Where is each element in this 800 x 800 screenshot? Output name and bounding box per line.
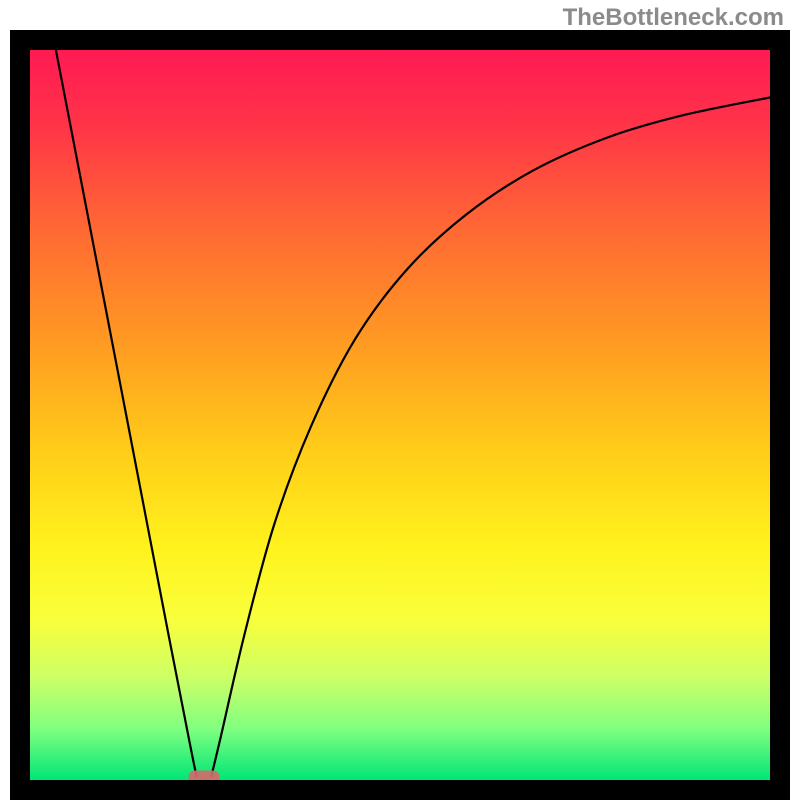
frame-border-bottom [10, 780, 790, 800]
frame-border-top [10, 30, 790, 50]
watermark: TheBottleneck.com [563, 4, 784, 32]
canvas: TheBottleneck.com [0, 0, 800, 800]
bottleneck-curve [30, 50, 770, 780]
plot-area [30, 50, 770, 780]
frame-border-left [10, 30, 30, 800]
frame-border-right [770, 30, 790, 800]
optimum-marker [188, 771, 219, 780]
